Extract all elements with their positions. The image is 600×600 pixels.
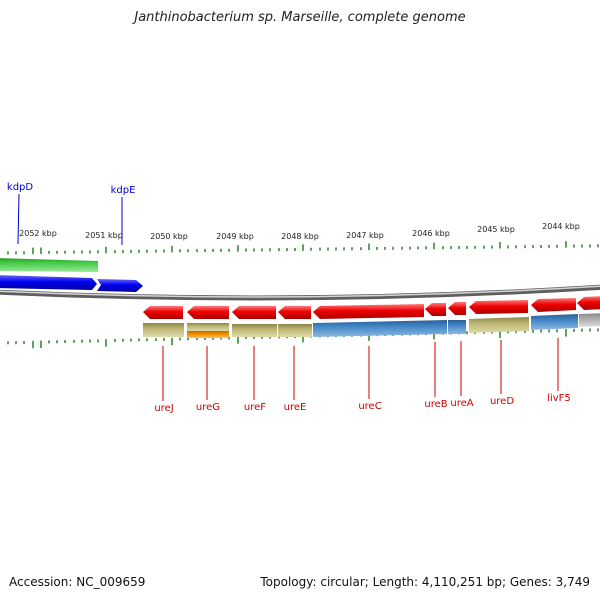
livF5-gene[interactable] (531, 298, 576, 312)
feature-ureC[interactable] (313, 320, 447, 337)
gene-label-kdpE[interactable]: kdpE (111, 185, 136, 196)
gene-label-ureB[interactable]: ureB (424, 399, 447, 410)
next-gene[interactable] (577, 296, 600, 310)
scale-labels: 2052 kbp 2051 kbp 2050 kbp 2049 kbp 2048 kbp… (19, 222, 580, 241)
gene-label-ureD[interactable]: ureD (490, 396, 514, 407)
feature-ureE[interactable] (278, 324, 312, 337)
scale-label: 2048 kbp (281, 232, 319, 241)
reverse-strand (143, 296, 600, 319)
ureA-gene[interactable] (448, 302, 466, 315)
feature-track (143, 313, 600, 338)
ureF-gene[interactable] (232, 306, 276, 319)
genome-summary: Topology: circular; Length: 4,110,251 bp… (260, 575, 590, 589)
scale-label: 2050 kbp (150, 232, 188, 241)
ureC-gene[interactable] (313, 304, 424, 319)
kdpD-gene[interactable] (0, 258, 98, 272)
gene-label-ureJ[interactable]: ureJ (154, 403, 173, 414)
feature-ureJ[interactable] (143, 323, 184, 337)
scale-label: 2044 kbp (542, 222, 580, 231)
gene-label-ureG[interactable]: ureG (196, 402, 220, 413)
ureG-gene[interactable] (187, 306, 229, 319)
scale-label: 2047 kbp (346, 231, 384, 240)
scale-label: 2052 kbp (19, 229, 57, 238)
gene-label-ureE[interactable]: ureE (284, 402, 307, 413)
gene-label-ureA[interactable]: ureA (450, 398, 473, 409)
ureB-gene[interactable] (425, 303, 446, 316)
feature-ureG-domain[interactable] (187, 331, 229, 338)
scale-label: 2049 kbp (216, 232, 254, 241)
gene-label-kdpD[interactable]: kdpD (7, 182, 33, 193)
forward-strand (0, 258, 143, 292)
scale-label: 2045 kbp (477, 225, 515, 234)
ureJ-gene[interactable] (143, 306, 183, 319)
feature-ureD[interactable] (469, 317, 529, 333)
map-title: Janthinobacterium sp. Marseille, complet… (134, 10, 466, 25)
gene-label-ureC[interactable]: ureC (358, 401, 381, 412)
feature-livF5[interactable] (531, 314, 578, 330)
genome-backbone (0, 284, 600, 301)
scale-label: 2046 kbp (412, 229, 450, 238)
feature-ureB[interactable] (448, 320, 466, 334)
accession-label: Accession: NC_009659 (9, 575, 146, 589)
feature-ureG[interactable] (187, 323, 229, 331)
gene-labels: kdpD kdpE ureJ ureG ureF ureE ureC ureB ureA ureD… (7, 182, 571, 414)
ureD-gene[interactable] (469, 300, 528, 314)
scale-label: 2051 kbp (85, 231, 123, 240)
kdpD-gene-arrow[interactable] (0, 275, 97, 290)
feature-ureF[interactable] (232, 324, 277, 337)
kdpE-gene[interactable] (97, 279, 143, 292)
gene-label-livF5[interactable]: livF5 (547, 393, 571, 404)
leader-line (17, 193, 20, 245)
ureE-gene[interactable] (278, 306, 311, 319)
gene-label-ureF[interactable]: ureF (244, 402, 266, 413)
feature-next[interactable] (579, 313, 600, 327)
